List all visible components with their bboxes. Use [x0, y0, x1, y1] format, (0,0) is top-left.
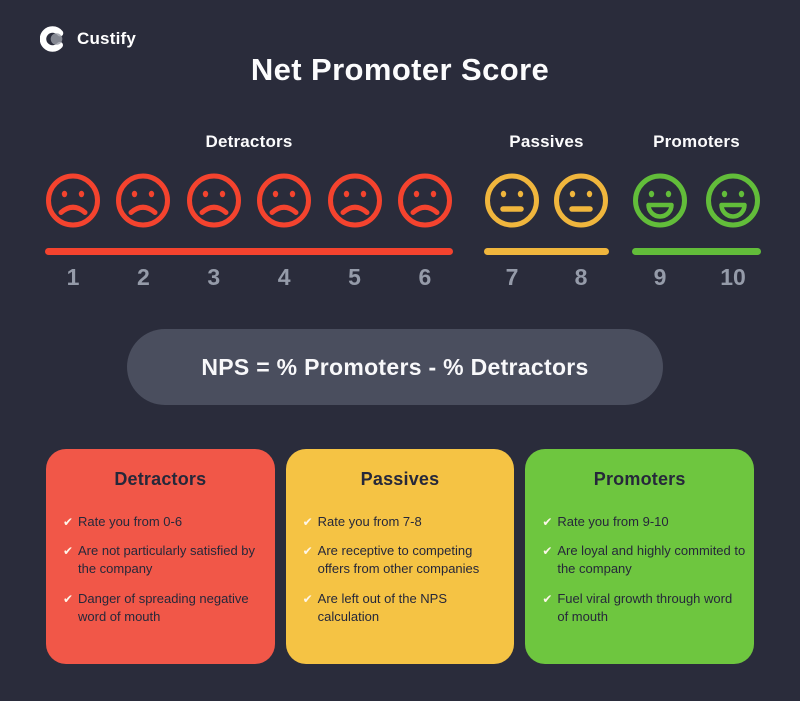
card-item-text: Rate you from 7-8 [317, 514, 422, 529]
card-list-item: ✔ Rate you from 9-10 [542, 513, 746, 531]
card-passives: Passives ✔ Rate you from 7-8 ✔ Are receptive… [285, 449, 515, 664]
numbers-row-promoters: 9 10 [632, 264, 761, 291]
score-number: 3 [207, 264, 221, 290]
card-item-text: Are left out of the NPS calculation [317, 590, 448, 624]
score-number: 6 [418, 264, 432, 290]
check-icon: ✔ [63, 544, 74, 559]
sad-face-icon [46, 173, 100, 228]
group-label-detractors: Detractors [205, 132, 293, 151]
score-number: 7 [505, 264, 519, 290]
happy-face-icon [633, 173, 687, 228]
score-number: 9 [653, 264, 667, 290]
card-list-item: ✔ Are receptive to competing offers from … [303, 542, 507, 578]
detractors-underline [45, 248, 453, 255]
card-promoters: Promoters ✔ Rate you from 9-10 ✔ Are loyal a… [525, 449, 755, 664]
card-list-item: ✔ Are left out of the NPS calculation [303, 590, 507, 626]
formula-pill: NPS = % Promoters - % Detractors [127, 329, 663, 405]
card-detractors: Detractors ✔ Rate you from 0-6 ✔ Are not par… [46, 449, 275, 664]
sad-face-icon [397, 173, 452, 228]
score-number: 10 [720, 264, 746, 290]
card-list-item: ✔ Rate you from 7-8 [303, 513, 507, 531]
segment-cards: Detractors ✔ Rate you from 0-6 ✔ Are not par… [46, 449, 755, 664]
score-number: 2 [136, 264, 150, 290]
score-number: 1 [66, 264, 80, 290]
happy-face-icon [706, 173, 760, 228]
neutral-face-icon [485, 173, 539, 228]
score-number: 8 [574, 264, 588, 290]
scale-group-passives: Passives 7 8 [484, 130, 609, 291]
scale-group-promoters: Promoters 9 10 [632, 130, 761, 291]
card-list-item: ✔ Are not particularly satisfied by the c… [63, 542, 267, 578]
passives-underline [484, 248, 609, 255]
card-item-text: Rate you from 0-6 [78, 514, 183, 529]
card-list-item: ✔ Fuel viral growth through word of mouth [542, 590, 746, 626]
card-item-text: Are loyal and highly commited to the com… [557, 543, 746, 577]
group-label-promoters: Promoters [653, 132, 740, 151]
sad-face-icon [186, 173, 241, 228]
formula-text: NPS = % Promoters - % Detractors [201, 353, 589, 380]
card-list-promoters: ✔ Rate you from 9-10 ✔ Are loyal and highly… [542, 513, 746, 626]
promoters-underline [632, 248, 761, 255]
card-title-detractors: Detractors [114, 469, 207, 489]
check-icon: ✔ [302, 544, 313, 559]
check-icon: ✔ [302, 515, 313, 529]
score-number: 5 [348, 264, 361, 290]
card-list-item: ✔ Rate you from 0-6 [63, 513, 267, 531]
card-title-promoters: Promoters [593, 469, 686, 489]
card-list-item: ✔ Danger of spreading negative word of mo… [63, 590, 267, 626]
check-icon: ✔ [542, 515, 553, 529]
check-icon: ✔ [63, 591, 74, 606]
sad-face-icon [116, 173, 171, 228]
numbers-row-detractors: 1 2 3 4 5 6 [45, 264, 453, 291]
logo-dot [50, 33, 63, 45]
faces-row-passives [484, 172, 609, 229]
card-title-passives: Passives [360, 469, 440, 489]
group-label-passives: Passives [509, 132, 584, 151]
scale-group-detractors: Detractors 1 2 3 4 5 6 [45, 130, 453, 291]
check-icon: ✔ [63, 515, 74, 529]
page-title: Net Promoter Score [250, 52, 550, 87]
card-item-text: Are not particularly satisfied by the co… [78, 543, 256, 577]
faces-row-promoters [632, 172, 761, 229]
sad-face-icon [327, 173, 382, 228]
card-item-text: Rate you from 9-10 [557, 514, 669, 529]
card-list-detractors: ✔ Rate you from 0-6 ✔ Are not particularly … [63, 513, 267, 626]
card-item-text: Danger of spreading negative word of mou… [78, 590, 249, 624]
check-icon: ✔ [302, 591, 313, 606]
card-list-item: ✔ Are loyal and highly commited to the co… [542, 542, 746, 578]
check-icon: ✔ [542, 544, 553, 559]
brand-name: Custify [77, 29, 137, 48]
card-list-passives: ✔ Rate you from 7-8 ✔ Are receptive to comp… [303, 513, 507, 626]
brand-logo: Custify [40, 25, 136, 53]
faces-row-detractors [45, 172, 453, 229]
check-icon: ✔ [542, 591, 553, 606]
card-item-text: Fuel viral growth through word of mouth [557, 590, 733, 624]
custify-logo-icon [40, 26, 66, 52]
score-number: 4 [277, 264, 291, 290]
card-item-text: Are receptive to competing offers from o… [317, 543, 480, 577]
neutral-face-icon [554, 173, 608, 228]
sad-face-icon [257, 173, 312, 228]
